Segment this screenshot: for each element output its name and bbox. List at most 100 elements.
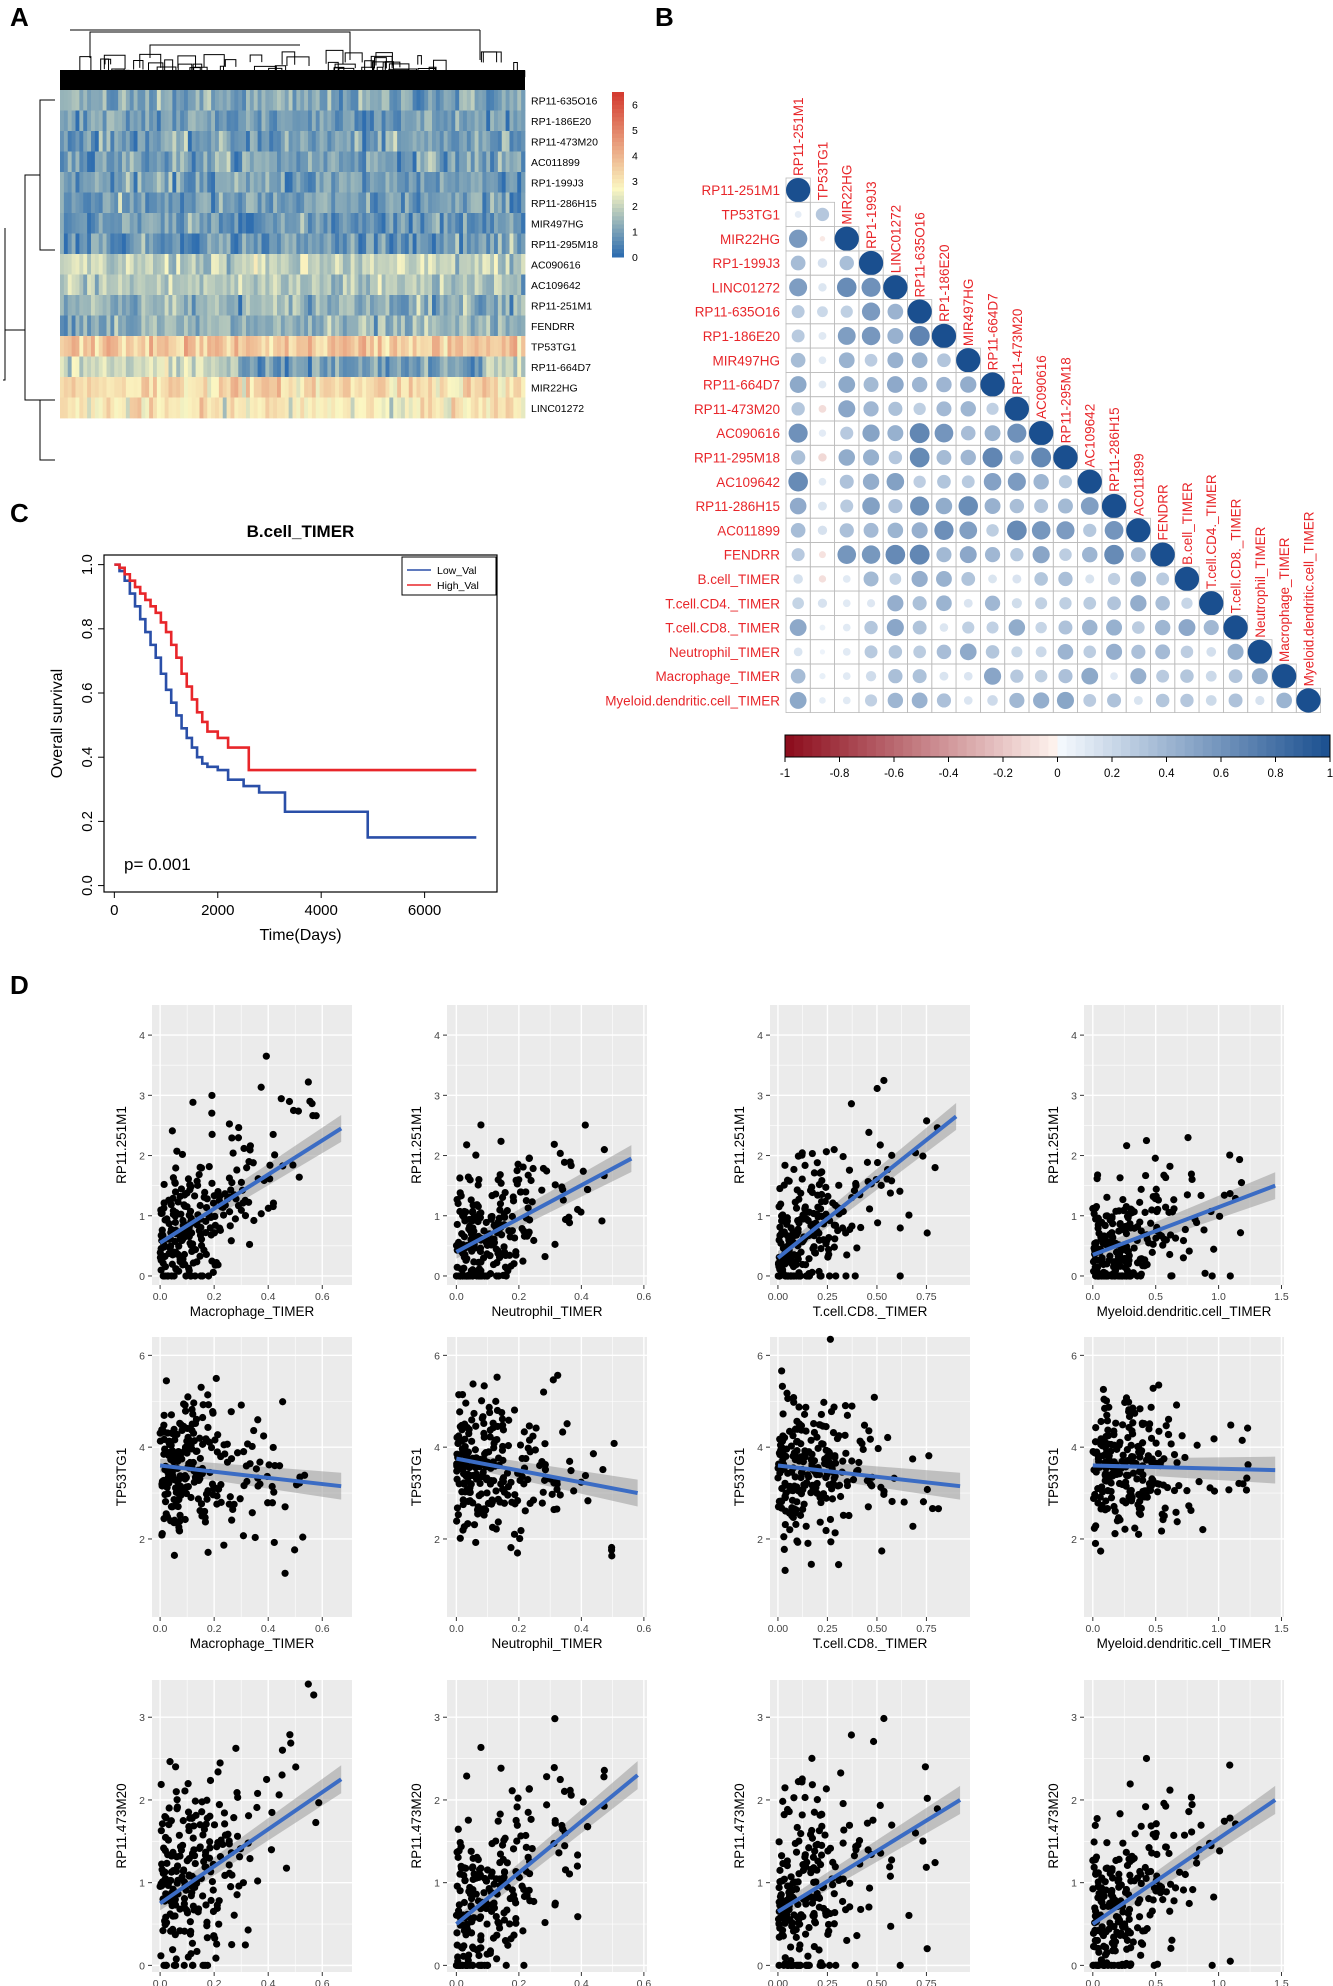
heatmap-cell <box>420 213 425 234</box>
heatmap-cell <box>242 151 247 173</box>
heatmap-cell <box>284 295 290 316</box>
heatmap-cell <box>381 192 386 214</box>
scatter-point <box>499 1474 508 1482</box>
correlation-circle <box>1053 445 1078 470</box>
scatter-point <box>884 1433 892 1442</box>
heatmap-cell <box>191 254 197 275</box>
heatmap-cell <box>238 172 243 193</box>
heatmap-cell <box>358 315 363 337</box>
scatter-point <box>792 1204 801 1212</box>
heatmap-cell <box>470 110 476 132</box>
heatmap-cell <box>79 336 84 357</box>
heatmap-cell <box>203 172 208 193</box>
heatmap-row-label: RP1-186E20 <box>531 116 591 128</box>
correlation-circle <box>1104 544 1124 565</box>
scatter-x-tick-label: 0.0 <box>153 1623 168 1635</box>
correlation-diagonal-label: B.cell_TIMER <box>1180 482 1195 565</box>
scatter-x-axis-label: T.cell.CD8._TIMER <box>813 1304 928 1319</box>
scatter-point <box>204 1548 212 1556</box>
scatter-point <box>476 1479 484 1488</box>
scatter-point <box>1124 1407 1133 1416</box>
heatmap-cell <box>412 315 417 337</box>
heatmap-cell <box>114 172 119 193</box>
heatmap-cell <box>187 397 193 419</box>
correlation-circle <box>818 429 827 437</box>
heatmap-cell <box>125 315 131 337</box>
scatter-point <box>227 1186 235 1194</box>
heatmap-cell <box>486 233 491 255</box>
heatmap-cell <box>83 213 88 234</box>
scatter-point <box>197 1383 205 1391</box>
heatmap-cell <box>354 172 359 193</box>
correlation-circle <box>913 402 926 416</box>
correlation-row-label: FENDRR <box>724 548 780 563</box>
heatmap-cell <box>389 274 394 296</box>
heatmap-cell <box>366 356 371 378</box>
scatter-point <box>852 1179 860 1188</box>
correlation-diagonal-label: LINC01272 <box>888 205 903 273</box>
scatter-point <box>934 1505 943 1513</box>
heatmap-cell <box>137 377 142 398</box>
scatter-point <box>1136 1453 1144 1461</box>
scatter-point <box>239 1199 247 1207</box>
heatmap-cell <box>435 90 441 111</box>
heatmap-cell <box>71 110 76 132</box>
heatmap-cell <box>482 315 487 337</box>
heatmap-cell <box>265 377 270 398</box>
heatmap-cell <box>513 151 518 173</box>
heatmap-cell <box>257 213 262 234</box>
heatmap-cell <box>389 172 394 193</box>
heatmap-cell <box>164 233 169 255</box>
heatmap-cell <box>122 192 127 214</box>
scatter-point <box>1147 1434 1156 1442</box>
km-y-axis-label: Overall survival <box>49 669 66 778</box>
heatmap-cell <box>129 377 135 398</box>
heatmap-cell <box>323 233 328 255</box>
heatmap-cell <box>335 295 340 316</box>
scatter-x-tick-label: 0.25 <box>817 1291 838 1303</box>
heatmap-cell <box>509 233 514 255</box>
correlation-circle <box>818 477 827 486</box>
heatmap-cell <box>238 90 243 111</box>
heatmap-cell <box>362 90 367 111</box>
heatmap-cell <box>106 110 111 132</box>
scatter-point <box>454 1439 462 1448</box>
heatmap-cell <box>145 295 150 316</box>
heatmap-cell <box>102 192 107 214</box>
heatmap-cell <box>60 131 65 152</box>
heatmap-cell <box>246 397 251 419</box>
scatter-point <box>240 1144 248 1153</box>
heatmap-cell <box>470 295 476 316</box>
heatmap-cell <box>362 131 367 152</box>
heatmap-cell <box>466 213 472 234</box>
scatter-point <box>877 1181 885 1189</box>
heatmap-cell <box>63 90 69 111</box>
heatmap-cell <box>122 151 127 173</box>
scatter-point <box>470 1409 478 1418</box>
heatmap-cell <box>323 315 328 337</box>
heatmap-cell <box>94 192 100 214</box>
heatmap-cell <box>261 377 266 398</box>
heatmap-cell <box>172 110 177 132</box>
correlation-circle <box>986 402 999 415</box>
colorbar-tick-label: 4 <box>632 150 638 162</box>
heatmap-cell <box>401 315 406 337</box>
heatmap-cell <box>428 90 433 111</box>
heatmap-cell <box>79 151 84 173</box>
scatter-point <box>469 1267 478 1275</box>
heatmap-cell <box>288 213 293 234</box>
scatter-point <box>1193 1441 1201 1449</box>
heatmap-cell <box>191 131 197 152</box>
heatmap-cell <box>122 315 127 337</box>
correlation-colorbar-segment <box>1148 735 1158 757</box>
heatmap-cell <box>222 131 228 152</box>
correlation-circle <box>1010 669 1024 683</box>
scatter-y-tick-label: 2 <box>1071 1534 1077 1546</box>
heatmap-cell <box>474 233 479 255</box>
scatter-point <box>487 1241 496 1249</box>
heatmap-cell <box>280 397 286 419</box>
heatmap-cell <box>385 110 390 132</box>
heatmap-cell <box>393 356 398 378</box>
heatmap-cell <box>176 192 181 214</box>
